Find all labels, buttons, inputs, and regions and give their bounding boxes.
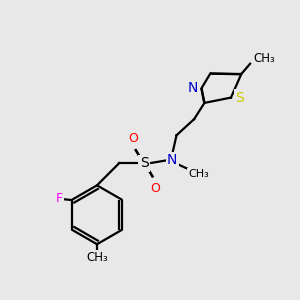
Text: S: S [236, 91, 244, 105]
Text: CH₃: CH₃ [253, 52, 275, 65]
Text: N: N [167, 153, 177, 167]
Text: O: O [128, 132, 138, 145]
Text: N: N [188, 81, 199, 95]
Text: O: O [150, 182, 160, 195]
Text: S: S [140, 156, 148, 170]
Text: CH₃: CH₃ [86, 251, 108, 264]
Text: CH₃: CH₃ [188, 169, 209, 179]
Text: F: F [56, 192, 63, 205]
